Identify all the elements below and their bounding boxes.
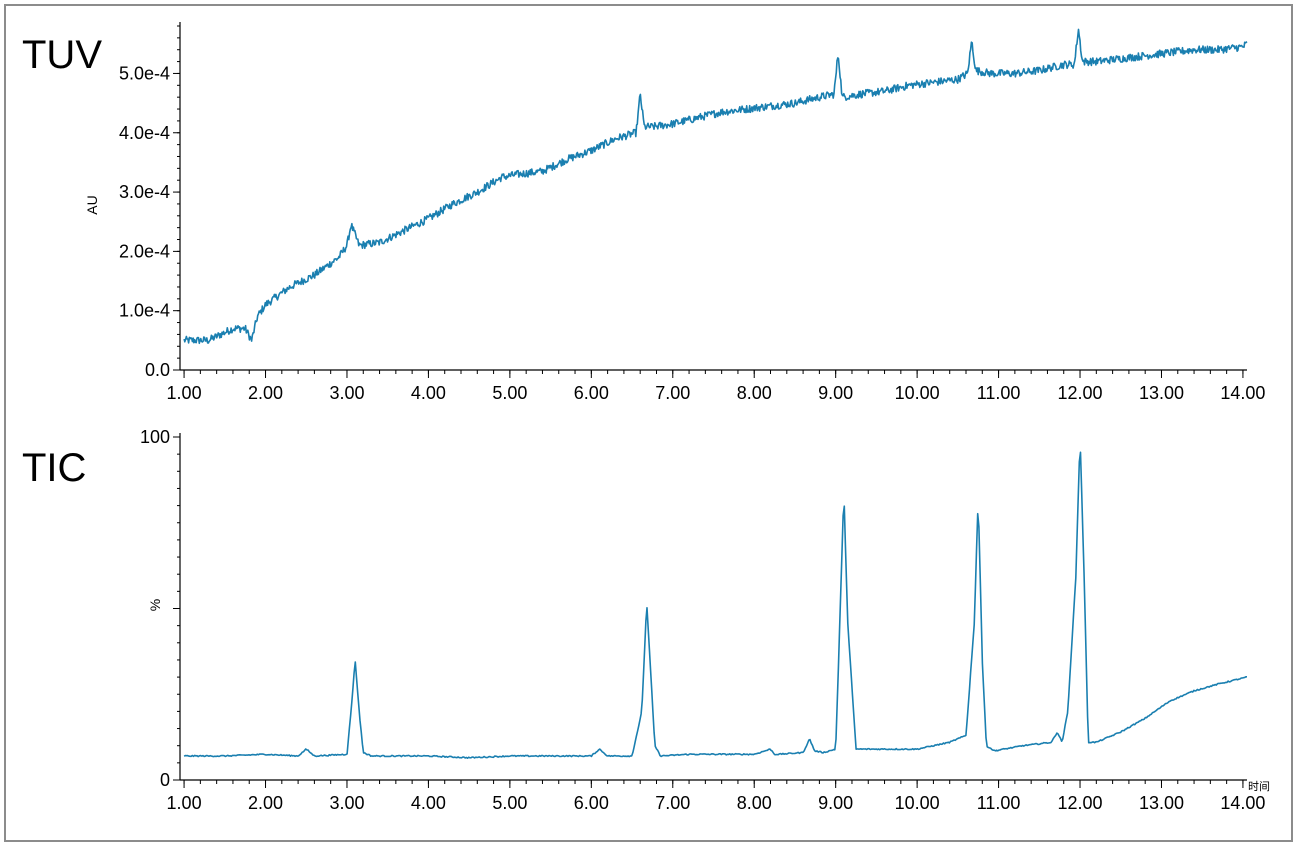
x-tick-label: 5.00 <box>492 383 527 403</box>
x-tick-label: 8.00 <box>737 383 772 403</box>
x-tick-label: 4.00 <box>411 383 446 403</box>
x-tick-label: 8.00 <box>737 793 772 813</box>
x-tick-label: 3.00 <box>329 793 364 813</box>
x-tick-label: 12.00 <box>1058 383 1103 403</box>
panel-title-tic: TIC <box>22 446 86 490</box>
x-tick-label: 1.00 <box>167 383 202 403</box>
y-tick-label: 100 <box>140 427 170 447</box>
x-tick-label: 7.00 <box>655 793 690 813</box>
x-tick-label: 2.00 <box>248 383 283 403</box>
x-tick-label: 6.00 <box>574 793 609 813</box>
x-tick-label: 11.00 <box>977 383 1021 403</box>
y-tick-label: 5.0e-4 <box>119 63 170 83</box>
x-tick-label: 9.00 <box>818 793 853 813</box>
y-axis-label: AU <box>84 195 100 214</box>
x-tick-label: 13.00 <box>1139 793 1184 813</box>
x-tick-label: 5.00 <box>492 793 527 813</box>
x-tick-label: 11.00 <box>977 793 1021 813</box>
x-tick-label: 14.00 <box>1220 383 1265 403</box>
x-tick-label: 10.00 <box>895 383 940 403</box>
x-tick-label: 14.00 <box>1220 793 1265 813</box>
x-tick-label: 6.00 <box>574 383 609 403</box>
x-tick-label: 12.00 <box>1058 793 1103 813</box>
y-tick-label: 0 <box>160 770 170 790</box>
x-unit-label: 时间 <box>1248 780 1270 793</box>
x-tick-label: 4.00 <box>411 793 446 813</box>
panel-title-tuv: TUV <box>22 33 102 77</box>
y-tick-label: 1.0e-4 <box>119 301 170 321</box>
x-tick-label: 3.00 <box>329 383 364 403</box>
y-tick-label: 0.0 <box>145 360 170 380</box>
x-tick-label: 7.00 <box>655 383 690 403</box>
tuv-trace <box>183 28 1248 345</box>
y-tick-label: 3.0e-4 <box>119 182 170 202</box>
y-tick-label: 4.0e-4 <box>119 123 170 143</box>
x-tick-label: 1.00 <box>167 793 202 813</box>
x-tick-label: 10.00 <box>895 793 940 813</box>
figure-frame <box>4 4 1293 842</box>
x-tick-label: 9.00 <box>818 383 853 403</box>
x-tick-label: 2.00 <box>248 793 283 813</box>
x-tick-label: 13.00 <box>1139 383 1184 403</box>
y-tick-label: 2.0e-4 <box>119 241 170 261</box>
y-axis-label: % <box>147 599 163 611</box>
tic-trace <box>183 451 1247 760</box>
